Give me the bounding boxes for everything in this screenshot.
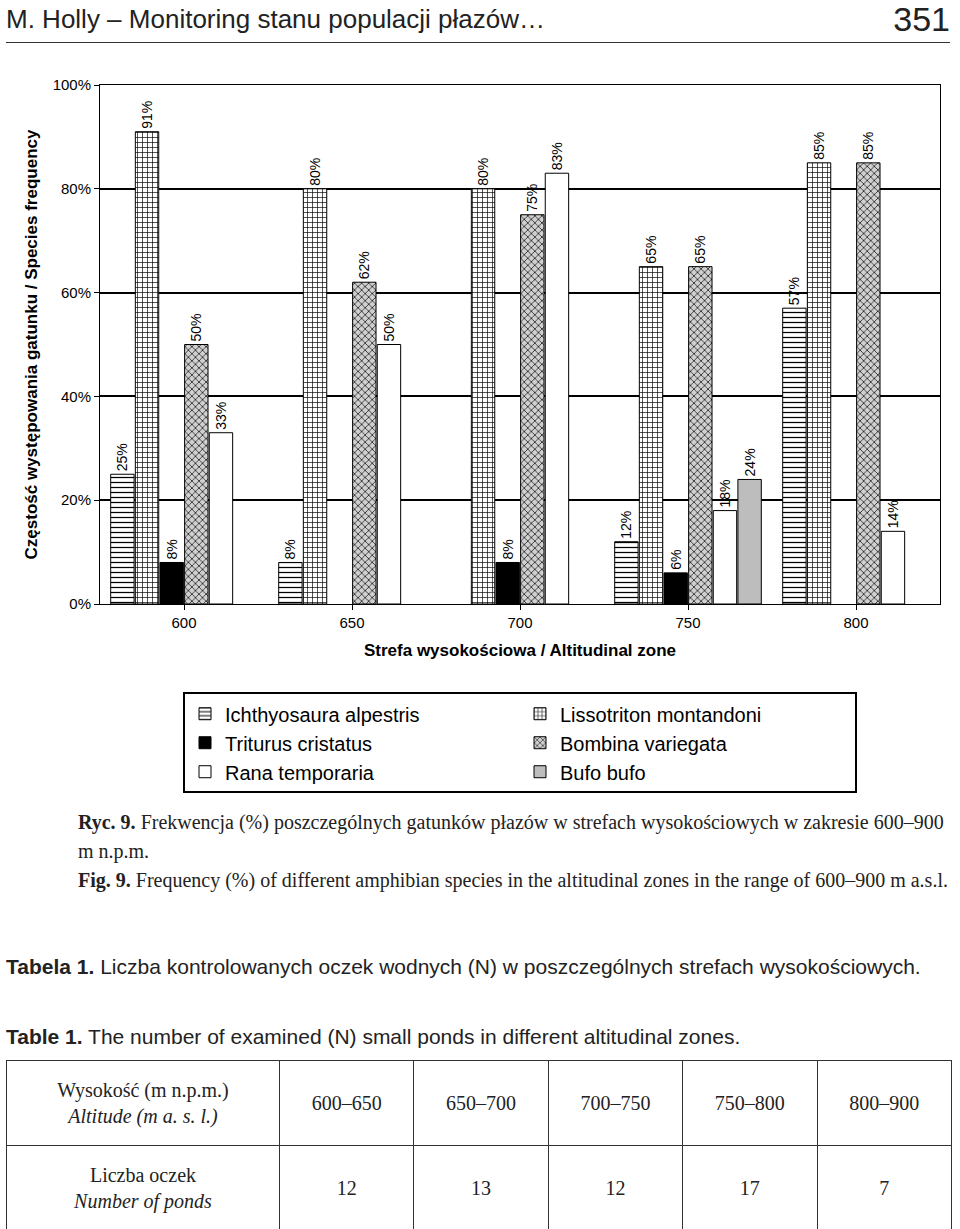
svg-text:33%: 33% bbox=[213, 402, 229, 430]
svg-text:100%: 100% bbox=[53, 76, 91, 93]
svg-text:85%: 85% bbox=[811, 132, 827, 160]
html-text:Wysokość (m n.p.m.): Wysokość (m n.p.m.) bbox=[57, 1079, 229, 1101]
html-text:Ryc. 9. Frekwencja (%) poszcze: Ryc. 9. Frekwencja (%) poszczególnych ga… bbox=[78, 811, 944, 862]
html-text:650–700: 650–700 bbox=[446, 1091, 517, 1114]
svg-text:Triturus cristatus: Triturus cristatus bbox=[225, 733, 372, 755]
html-text:Number of ponds: Number of ponds bbox=[74, 1190, 212, 1212]
svg-text:80%: 80% bbox=[61, 180, 91, 197]
html-text:M. Holly – Monitoring stanu po: M. Holly – Monitoring stanu populacji pł… bbox=[6, 4, 545, 34]
html-text:12: 12 bbox=[605, 1176, 626, 1199]
html-text:Tabela 1. Liczba kontrolowanyc: Tabela 1. Liczba kontrolowanych oczek wo… bbox=[6, 955, 921, 978]
svg-text:62%: 62% bbox=[356, 251, 372, 279]
svg-text:65%: 65% bbox=[692, 236, 708, 264]
svg-text:12%: 12% bbox=[618, 511, 634, 539]
svg-text:57%: 57% bbox=[786, 277, 802, 305]
svg-text:18%: 18% bbox=[717, 480, 733, 508]
html-text:Altitude (m a. s. l.): Altitude (m a. s. l.) bbox=[68, 1105, 218, 1127]
html-text:351: 351 bbox=[893, 0, 950, 38]
svg-text:14%: 14% bbox=[885, 500, 901, 528]
html-text:7: 7 bbox=[879, 1176, 890, 1199]
svg-text:60%: 60% bbox=[61, 284, 91, 301]
html-text:Table 1. The number of examine: Table 1. The number of examined (N) smal… bbox=[6, 1025, 741, 1048]
html-text:750–800: 750–800 bbox=[714, 1091, 785, 1114]
svg-text:650: 650 bbox=[339, 614, 364, 631]
html-text:Liczba oczek: Liczba oczek bbox=[90, 1164, 196, 1186]
html-text:17: 17 bbox=[739, 1176, 760, 1199]
html-text:12: 12 bbox=[336, 1176, 357, 1199]
svg-text:750: 750 bbox=[675, 614, 700, 631]
html-text:Fig. 9. Frequency (%) of diffe: Fig. 9. Frequency (%) of different amphi… bbox=[78, 869, 948, 891]
svg-text:65%: 65% bbox=[643, 236, 659, 264]
svg-text:50%: 50% bbox=[381, 313, 397, 341]
svg-text:40%: 40% bbox=[61, 388, 91, 405]
html-text:600–650: 600–650 bbox=[311, 1091, 382, 1114]
svg-text:50%: 50% bbox=[188, 313, 204, 341]
svg-text:20%: 20% bbox=[61, 491, 91, 508]
html-text:700–750: 700–750 bbox=[580, 1091, 651, 1114]
svg-text:Strefa wysokościowa / Altitudi: Strefa wysokościowa / Altitudinal zone bbox=[364, 641, 676, 660]
html-text:13: 13 bbox=[471, 1176, 492, 1199]
svg-text:700: 700 bbox=[507, 614, 532, 631]
svg-text:600: 600 bbox=[171, 614, 196, 631]
svg-text:Częstość występowania gatunku: Częstość występowania gatunku / Species … bbox=[22, 129, 41, 559]
svg-text:Ichthyosaura alpestris: Ichthyosaura alpestris bbox=[225, 704, 420, 726]
svg-text:85%: 85% bbox=[860, 132, 876, 160]
svg-text:Bombina variegata: Bombina variegata bbox=[560, 733, 728, 755]
svg-text:24%: 24% bbox=[742, 448, 758, 476]
svg-text:83%: 83% bbox=[549, 142, 565, 170]
svg-text:Bufo bufo: Bufo bufo bbox=[560, 762, 646, 784]
html-text:800–900: 800–900 bbox=[849, 1091, 920, 1114]
svg-text:8%: 8% bbox=[164, 539, 180, 559]
svg-text:Rana temporaria: Rana temporaria bbox=[225, 762, 375, 784]
svg-text:Lissotriton montandoni: Lissotriton montandoni bbox=[560, 704, 761, 726]
svg-text:91%: 91% bbox=[139, 101, 155, 129]
svg-text:8%: 8% bbox=[500, 539, 516, 559]
svg-text:80%: 80% bbox=[307, 158, 323, 186]
svg-text:0%: 0% bbox=[69, 595, 91, 612]
svg-text:80%: 80% bbox=[475, 158, 491, 186]
svg-text:75%: 75% bbox=[524, 184, 540, 212]
svg-text:8%: 8% bbox=[282, 539, 298, 559]
svg-text:25%: 25% bbox=[114, 443, 130, 471]
svg-text:6%: 6% bbox=[668, 550, 684, 570]
svg-text:800: 800 bbox=[843, 614, 868, 631]
